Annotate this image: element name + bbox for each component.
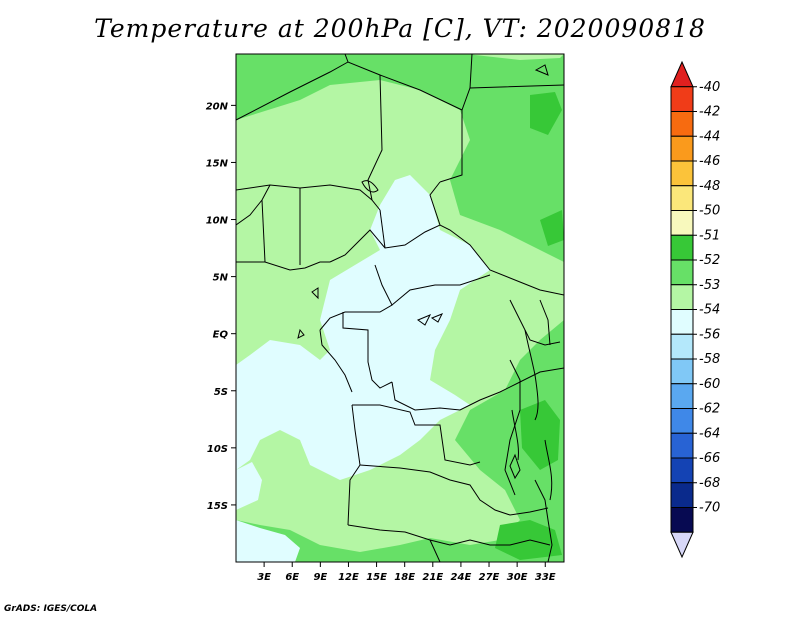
field-region-52d xyxy=(540,210,564,246)
colorbar-label: -56 xyxy=(699,327,720,342)
colorbar-swatch xyxy=(670,408,694,434)
y-axis: 20N 15N 10N 5N EQ 5S 10S 15S xyxy=(206,101,236,512)
colorbar-label: -58 xyxy=(699,352,720,367)
y-tick-label: 5N xyxy=(213,273,229,284)
colorbar-bottom-triangle xyxy=(670,531,694,559)
colorbar-swatch xyxy=(670,86,694,112)
colorbar-label: -68 xyxy=(699,476,720,491)
y-tick-label: 15N xyxy=(206,158,229,169)
x-tick-label: 12E xyxy=(338,572,359,583)
x-tick-label: 9E xyxy=(313,572,327,583)
map-frame xyxy=(235,53,565,563)
country-borders xyxy=(236,54,564,562)
field-region-52a xyxy=(530,92,562,135)
colorbar-label: -51 xyxy=(699,228,720,243)
colorbar-swatch xyxy=(670,457,694,484)
lakes xyxy=(297,64,553,501)
colorbar-swatch xyxy=(670,482,694,508)
x-tick-label: 24E xyxy=(451,572,472,583)
colorbar-swatch xyxy=(670,432,694,459)
colorbar-label: -48 xyxy=(699,179,720,194)
colorbar-label: -62 xyxy=(699,402,720,417)
colorbar-label: -53 xyxy=(699,278,720,293)
y-tick-label: 10N xyxy=(206,216,229,227)
colorbar: -40 -42 -44 -46 -48 -50 -51 -52 -53 -54 -56 -58 -60 -… xyxy=(670,60,720,559)
field-region-54 xyxy=(236,175,490,480)
colorbar-swatch xyxy=(670,135,694,162)
colorbar-label: -70 xyxy=(699,501,720,516)
colorbar-label: -42 xyxy=(699,105,720,120)
temperature-field xyxy=(236,54,564,562)
colorbar-label: -46 xyxy=(699,154,720,169)
colorbar-swatch xyxy=(670,259,694,286)
field-region-54c xyxy=(236,520,300,562)
colorbar-label: -40 xyxy=(699,80,720,95)
colorbar-top-triangle xyxy=(670,60,694,88)
colorbar-swatch xyxy=(670,507,694,533)
colorbar-label: -52 xyxy=(699,253,720,268)
x-tick-label: 33E xyxy=(535,572,556,583)
colorbar-swatch xyxy=(670,333,694,360)
y-tick-label: 10S xyxy=(207,444,228,455)
y-tick-label: 5S xyxy=(214,387,228,398)
y-tick-label: EQ xyxy=(213,330,229,341)
field-region-54b xyxy=(236,462,262,510)
credit-text: GrADS: IGES/COLA xyxy=(4,604,98,614)
colorbar-swatch xyxy=(670,284,694,310)
field-region-52b xyxy=(520,400,560,470)
x-tick-label: 18E xyxy=(394,572,415,583)
colorbar-swatch xyxy=(670,210,694,236)
colorbar-label: -60 xyxy=(699,377,720,392)
colorbar-swatch xyxy=(670,160,694,187)
colorbar-label: -66 xyxy=(699,451,720,466)
x-axis: 3E 6E 9E 12E 15E 18E 21E 24E 27E 30E 33E xyxy=(257,562,556,583)
colorbar-label: -54 xyxy=(699,303,720,318)
colorbar-swatch xyxy=(670,309,694,335)
x-tick-label: 30E xyxy=(507,572,528,583)
colorbar-swatch xyxy=(670,234,694,261)
x-tick-label: 3E xyxy=(257,572,271,583)
colorbar-swatch xyxy=(670,383,694,409)
colorbar-label: -44 xyxy=(699,129,720,144)
chart-title: Temperature at 200hPa [C], VT: 202009081… xyxy=(94,14,706,43)
x-tick-label: 27E xyxy=(479,572,500,583)
colorbar-swatch xyxy=(670,185,694,211)
y-tick-label: 20N xyxy=(206,101,229,112)
field-region-53b xyxy=(470,54,564,60)
colorbar-label: -50 xyxy=(699,204,720,219)
colorbar-swatch xyxy=(670,358,694,385)
colorbar-swatch xyxy=(670,111,694,137)
x-tick-label: 15E xyxy=(366,572,387,583)
y-tick-label: 15S xyxy=(207,501,228,512)
x-tick-label: 6E xyxy=(285,572,299,583)
x-tick-label: 21E xyxy=(422,572,443,583)
colorbar-label: -64 xyxy=(699,426,720,441)
